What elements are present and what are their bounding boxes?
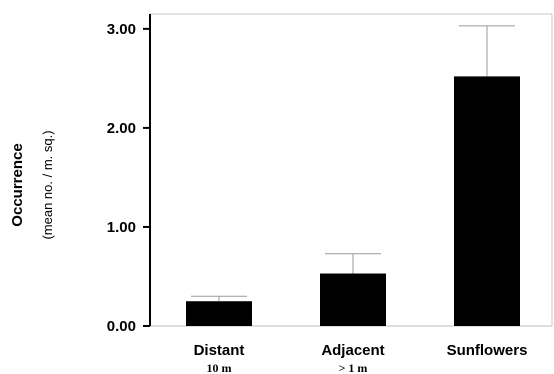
x-tick-label: Distant bbox=[194, 342, 245, 359]
bars bbox=[186, 26, 520, 326]
y-tick-label: 0.00 bbox=[107, 318, 136, 335]
y-tick-label: 1.00 bbox=[107, 219, 136, 236]
y-axis-title: Occurrence bbox=[9, 143, 26, 226]
x-tick-sublabel: > 1 m bbox=[339, 361, 368, 374]
y-axis-ticks: 0.00 1.00 2.00 3.00 bbox=[107, 21, 150, 335]
x-tick-sublabel: 10 m bbox=[207, 361, 232, 374]
bar-distant bbox=[186, 301, 252, 326]
y-tick-label: 2.00 bbox=[107, 120, 136, 137]
bar-sunflowers bbox=[454, 76, 520, 326]
y-axis-subtitle: (mean no. / m. sq.) bbox=[40, 130, 55, 239]
x-tick-label: Adjacent bbox=[321, 342, 384, 359]
y-tick-label: 3.00 bbox=[107, 21, 136, 38]
bar-adjacent bbox=[320, 274, 386, 326]
x-tick-label: Sunflowers bbox=[447, 342, 528, 359]
x-axis-labels: Distant 10 m Adjacent > 1 m Sunflowers bbox=[194, 342, 528, 374]
